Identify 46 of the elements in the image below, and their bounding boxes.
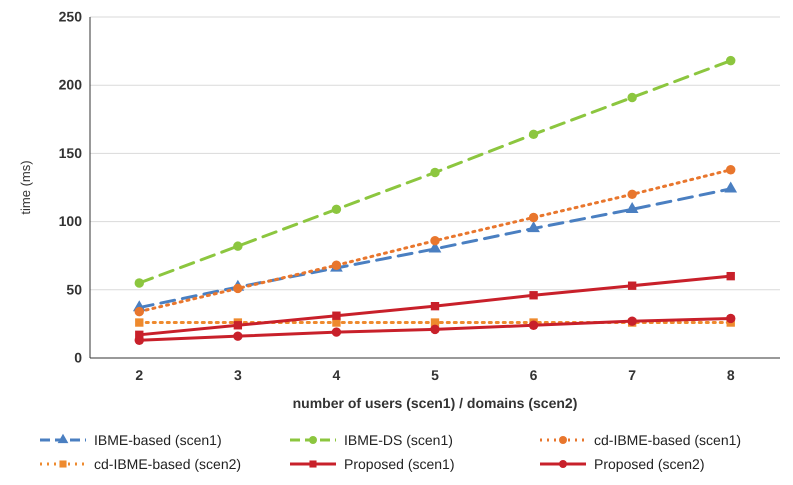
point (529, 291, 538, 300)
point (233, 331, 243, 341)
point (627, 190, 637, 200)
legend-label: Proposed (scen1) (344, 456, 455, 472)
x-tick-label: 4 (332, 366, 341, 383)
point (430, 324, 440, 334)
legend-label: IBME-based (scen1) (94, 432, 222, 448)
point (332, 312, 341, 320)
point (332, 327, 342, 337)
point (430, 302, 440, 310)
point (134, 306, 144, 316)
y-tick-label: 200 (58, 76, 82, 93)
x-tick-label: 6 (530, 366, 538, 383)
point (528, 212, 538, 222)
x-tick-label: 3 (234, 366, 242, 383)
x-tick-label: 8 (726, 366, 735, 383)
y-tick-label: 100 (58, 213, 82, 230)
point (726, 272, 735, 280)
x-tick-label: 2 (135, 366, 144, 383)
point (726, 165, 736, 174)
point (627, 92, 637, 102)
x-tick-label: 5 (431, 366, 440, 383)
y-tick-label: 250 (58, 8, 82, 24)
point (430, 236, 440, 246)
legend-label: cd-IBME-based (scen2) (94, 456, 242, 472)
point (233, 284, 243, 294)
x-axis-title: number of users (scen1) / domains (scen2) (292, 395, 578, 411)
point (628, 282, 636, 290)
y-tick-label: 150 (58, 144, 82, 161)
legend-label: Proposed (scen2) (594, 456, 705, 472)
point (528, 130, 538, 140)
y-tick-label: 0 (74, 349, 82, 366)
point (726, 314, 736, 324)
legend-label: cd-IBME-based (scen1) (594, 432, 742, 448)
point (135, 318, 144, 327)
point (332, 204, 342, 214)
x-tick-label: 7 (628, 366, 636, 383)
y-axis-title: time (ms) (18, 160, 33, 215)
point (233, 241, 243, 251)
point (726, 56, 736, 66)
point (528, 320, 538, 330)
point (430, 168, 440, 178)
y-tick-label: 50 (66, 281, 82, 298)
point (134, 278, 144, 288)
point (234, 321, 242, 330)
legend-label: IBME-DS (scen1) (344, 432, 453, 448)
